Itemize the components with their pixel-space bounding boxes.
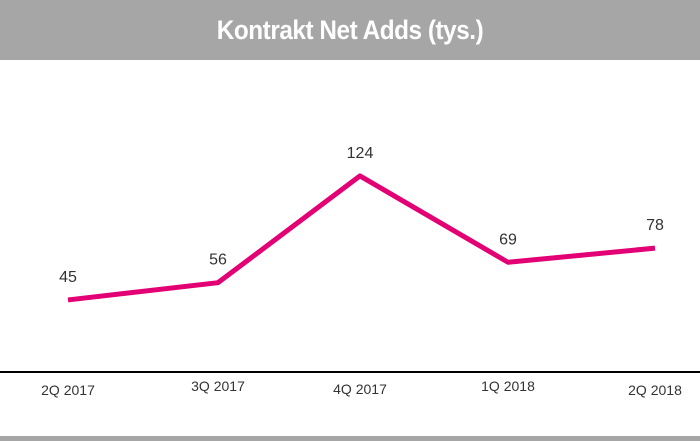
x-tick-label: 2Q 2018 (628, 382, 682, 398)
x-tick-label: 1Q 2018 (481, 378, 535, 394)
chart-title: Kontrakt Net Adds (tys.) (216, 14, 484, 45)
x-tick-label: 3Q 2017 (191, 378, 245, 394)
chart-title-bar: Kontrakt Net Adds (tys.) (0, 0, 700, 60)
data-label: 56 (209, 252, 227, 269)
series-line (67, 173, 656, 303)
data-label: 78 (646, 217, 664, 234)
bottom-bar (0, 436, 700, 441)
data-label: 69 (499, 231, 517, 248)
x-tick-label: 2Q 2017 (41, 382, 95, 398)
data-label: 45 (59, 269, 77, 286)
x-tick-label: 4Q 2017 (333, 381, 387, 397)
data-label: 124 (347, 145, 374, 162)
